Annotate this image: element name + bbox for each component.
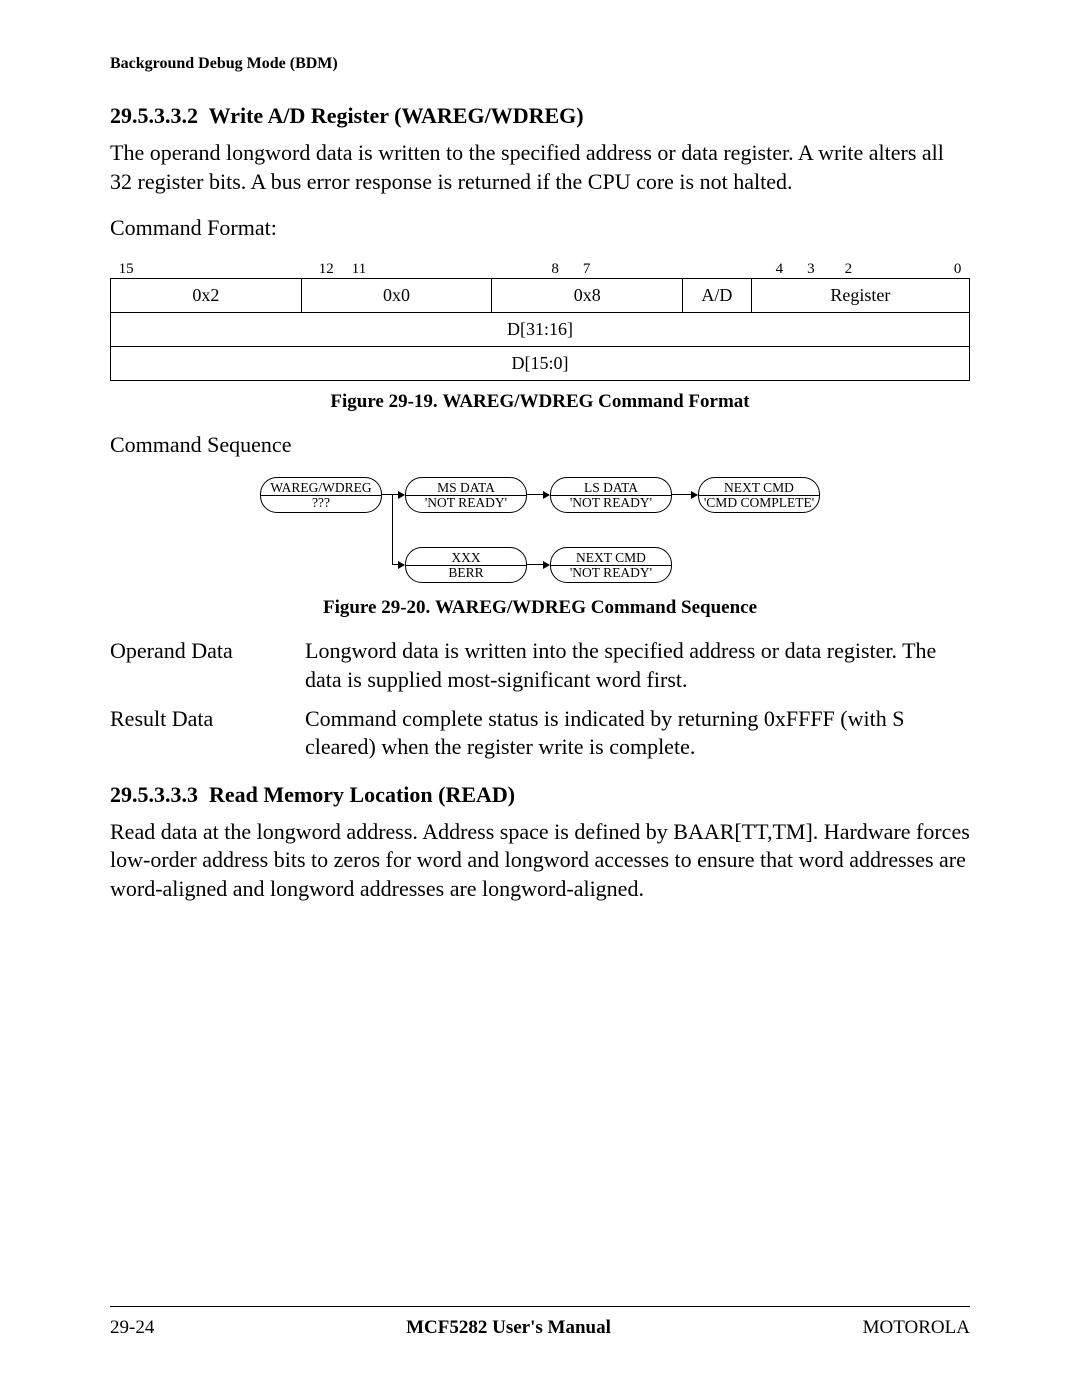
arrow-icon xyxy=(392,564,404,565)
cell-d-15-0: D[15:0] xyxy=(111,346,970,380)
figure-29-20-caption: Figure 29-20. WAREG/WDREG Command Sequen… xyxy=(110,597,970,619)
command-sequence-diagram: WAREG/WDREG ??? MS DATA 'NOT READY' LS D… xyxy=(260,477,820,587)
seq-node-msdata: MS DATA 'NOT READY' xyxy=(405,477,527,513)
command-format-label: Command Format: xyxy=(110,214,970,243)
def-term: Result Data xyxy=(110,705,305,762)
section-title-part2: ) xyxy=(576,103,583,128)
section2-paragraph: Read data at the longword address. Addre… xyxy=(110,818,970,904)
running-head: Background Debug Mode (BDM) xyxy=(110,55,970,73)
node-top: XXX xyxy=(448,551,483,565)
bit-0: 0 xyxy=(954,261,962,278)
bit-11: 11 xyxy=(352,261,366,278)
page-content: Background Debug Mode (BDM) 29.5.3.3.2 W… xyxy=(0,0,1080,904)
node-bot: BERR xyxy=(445,566,486,580)
seq-node-wareg: WAREG/WDREG ??? xyxy=(260,477,382,513)
section-title-part1: Write A/D Register ( xyxy=(209,103,402,128)
bit-8: 8 xyxy=(551,261,559,278)
fig-sc: WAREG/WDREG xyxy=(442,391,593,412)
section-title-sc: READ xyxy=(445,782,507,807)
section-title-part1: Read Memory Location ( xyxy=(209,782,445,807)
command-format-table: 0x2 0x0 0x8 A/D Register D[31:16] D[15:0… xyxy=(110,278,970,381)
table-row: 0x2 0x0 0x8 A/D Register xyxy=(111,278,970,312)
figure-29-19-caption: Figure 29-19. WAREG/WDREG Command Format xyxy=(110,391,970,413)
cell-d-31-16: D[31:16] xyxy=(111,312,970,346)
section1-paragraph: The operand longword data is written to … xyxy=(110,139,970,196)
fig-sc: WAREG/WDREG xyxy=(435,597,586,618)
bit-2: 2 xyxy=(845,261,853,278)
section-title-sc: WAREG/WDREG xyxy=(401,103,576,128)
command-sequence-label: Command Sequence xyxy=(110,431,970,460)
table-row: D[31:16] xyxy=(111,312,970,346)
bit-number-row: 15 12 11 8 7 4 3 2 0 xyxy=(110,261,970,278)
cell-ad: A/D xyxy=(683,278,752,312)
section-number: 29.5.3.3.2 xyxy=(110,103,198,128)
footer-manual-title: MCF5282 User's Manual xyxy=(406,1317,611,1339)
node-bot: ??? xyxy=(309,496,333,510)
bit-12: 12 xyxy=(319,261,334,278)
page-footer: 29-24 MCF5282 User's Manual MOTOROLA xyxy=(110,1306,970,1339)
cell-0x0: 0x0 xyxy=(301,278,492,312)
definition-list: Operand Data Longword data is written in… xyxy=(110,637,970,761)
section-number: 29.5.3.3.3 xyxy=(110,782,198,807)
node-top: MS DATA xyxy=(434,481,498,495)
arrow-icon xyxy=(671,494,697,495)
bit-3: 3 xyxy=(807,261,815,278)
node-top: LS DATA xyxy=(581,481,641,495)
node-bot: 'NOT READY' xyxy=(567,566,655,580)
bit-7: 7 xyxy=(583,261,591,278)
section-29-5-3-3-2-heading: 29.5.3.3.2 Write A/D Register (WAREG/WDR… xyxy=(110,103,970,129)
seq-node-berr: XXX BERR xyxy=(405,547,527,583)
node-bot: 'NOT READY' xyxy=(567,496,655,510)
node-bot: 'NOT READY' xyxy=(422,496,510,510)
section-29-5-3-3-3-heading: 29.5.3.3.3 Read Memory Location (READ) xyxy=(110,782,970,808)
fig-tail: Command Format xyxy=(593,391,749,412)
bit-15: 15 xyxy=(119,261,134,278)
connector-line xyxy=(392,494,393,564)
fig-label: Figure 29-20. xyxy=(323,597,435,618)
node-top: WAREG/WDREG xyxy=(267,481,374,495)
footer-page-number: 29-24 xyxy=(110,1317,154,1339)
node-top: NEXT CMD xyxy=(573,551,649,565)
bit-4: 4 xyxy=(776,261,784,278)
fig-label: Figure 29-19. xyxy=(330,391,442,412)
def-term: Operand Data xyxy=(110,637,305,694)
cell-0x8: 0x8 xyxy=(492,278,683,312)
seq-node-lsdata: LS DATA 'NOT READY' xyxy=(550,477,672,513)
section-title-part2: ) xyxy=(508,782,515,807)
footer-company: MOTOROLA xyxy=(863,1317,970,1339)
table-row: D[15:0] xyxy=(111,346,970,380)
cell-register: Register xyxy=(751,278,969,312)
def-desc: Longword data is written into the specif… xyxy=(305,637,970,694)
node-top: NEXT CMD xyxy=(721,481,797,495)
def-desc: Command complete status is indicated by … xyxy=(305,705,970,762)
cell-0x2: 0x2 xyxy=(111,278,302,312)
arrow-icon xyxy=(526,494,549,495)
def-result-data: Result Data Command complete status is i… xyxy=(110,705,970,762)
seq-node-nextcmd-notready: NEXT CMD 'NOT READY' xyxy=(550,547,672,583)
node-bot: 'CMD COMPLETE' xyxy=(701,496,817,510)
def-operand-data: Operand Data Longword data is written in… xyxy=(110,637,970,694)
fig-tail: Command Sequence xyxy=(586,597,757,618)
seq-node-nextcmd-complete: NEXT CMD 'CMD COMPLETE' xyxy=(698,477,820,513)
arrow-icon xyxy=(526,564,549,565)
